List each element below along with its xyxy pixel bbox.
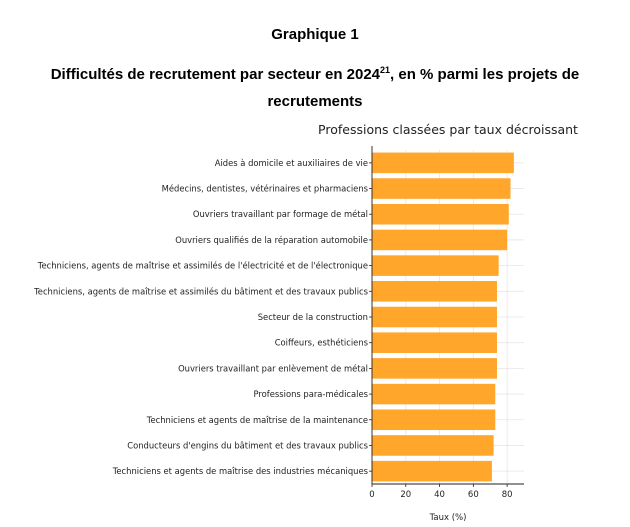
x-tick-label: 40 (434, 490, 445, 500)
figure-title-rest: , en % parmi les projets de recrutements (267, 66, 580, 110)
graph-label: Graphique 1 (271, 26, 359, 43)
chart-title: Professions classées par taux décroissan… (318, 122, 578, 137)
category-label: Aides à domicile et auxiliaires de vie (215, 158, 368, 168)
category-label: Ouvriers qualifiés de la réparation auto… (175, 235, 368, 245)
category-label: Techniciens et agents de maîtrise de la … (146, 415, 368, 425)
bar (372, 435, 494, 456)
x-tick-label: 0 (369, 490, 374, 500)
bar (372, 409, 496, 431)
bar (372, 229, 508, 251)
x-ticks: 0 20 40 60 80 (369, 484, 513, 500)
category-label: Techniciens, agents de maîtrise et assim… (33, 286, 368, 296)
category-label: Médecins, dentistes, vétérinaires et pha… (162, 184, 368, 194)
x-axis-label: Taux (%) (429, 513, 467, 523)
category-labels: Aides à domicile et auxiliaires de vie Mé… (33, 158, 372, 476)
bar (372, 358, 497, 379)
bar (372, 332, 497, 353)
bar (372, 281, 497, 302)
bar (372, 152, 514, 174)
category-label: Coiffeurs, esthéticiens (275, 338, 368, 348)
x-tick-label: 60 (468, 490, 479, 500)
bar (372, 306, 497, 328)
footnote-ref: 21 (380, 65, 391, 75)
category-label: Secteur de la construction (258, 312, 368, 322)
category-label: Ouvriers travaillant par formage de méta… (193, 209, 368, 219)
bar (372, 178, 511, 199)
bars (372, 152, 514, 482)
figure-title: Difficultés de recrutement par secteur e… (40, 61, 590, 115)
figure-title-main: Difficultés de recrutement par secteur e… (50, 66, 381, 83)
bar (372, 255, 499, 276)
x-tick-label: 20 (400, 490, 411, 500)
category-label: Ouvriers travaillant par enlèvement de m… (178, 363, 368, 373)
bar (372, 460, 492, 482)
category-label: Professions para-médicales (254, 389, 368, 399)
bar (372, 203, 509, 225)
category-label: Techniciens et agents de maîtrise des in… (112, 466, 368, 476)
bar (372, 383, 496, 405)
category-label: Conducteurs d'engins du bâtiment et des … (127, 440, 368, 450)
x-tick-label: 80 (502, 490, 513, 500)
category-label: Techniciens, agents de maîtrise et assim… (37, 261, 368, 271)
